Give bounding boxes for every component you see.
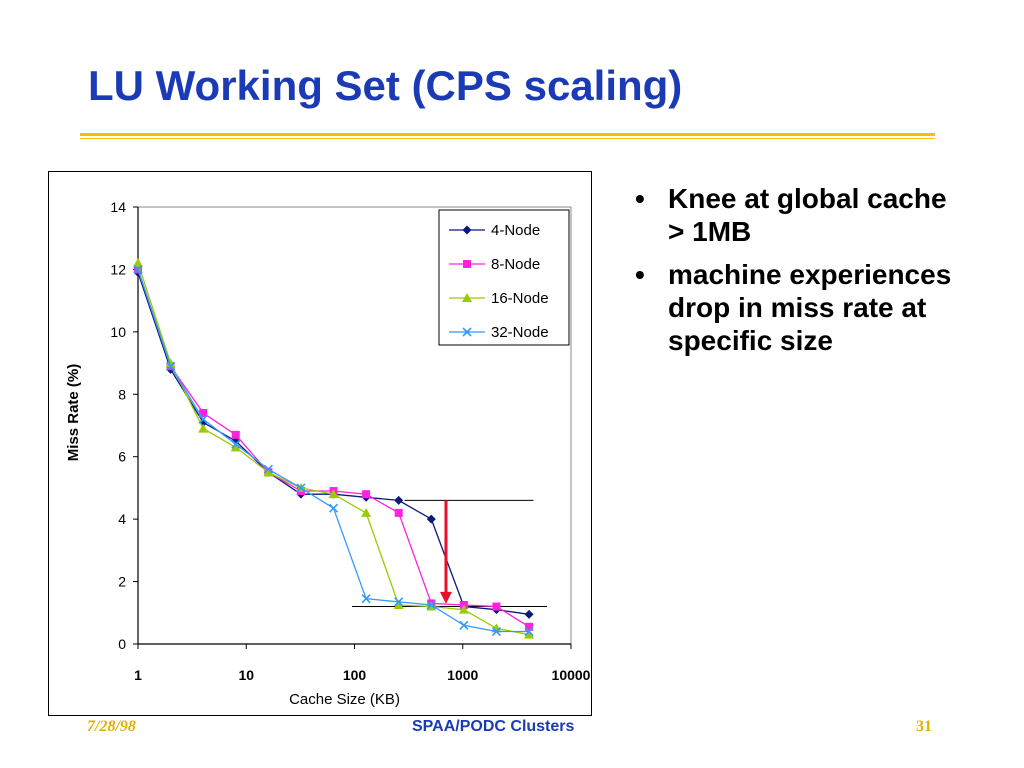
drop-arrow-head (439, 591, 452, 604)
data-point-16-node (198, 423, 209, 433)
data-point-32-node (263, 464, 273, 474)
x-tick-label: 1 (134, 667, 142, 683)
bullet-item-drop: • machine experiences drop in miss rate … (633, 258, 963, 357)
data-point-32-node (459, 620, 469, 630)
y-tick-label: 4 (118, 511, 126, 527)
data-point-8-node (525, 622, 534, 631)
data-point-16-node (328, 489, 339, 499)
data-point-8-node (394, 508, 403, 517)
data-point-8-node (231, 430, 240, 439)
data-point-32-node (296, 483, 306, 493)
data-point-32-node (394, 597, 404, 607)
legend-marker-32-node (462, 327, 472, 337)
footer-title: SPAA/PODC Clusters (412, 718, 575, 735)
legend-label-16-node: 16-Node (491, 290, 549, 307)
x-tick-label: 1000 (447, 667, 478, 683)
data-point-4-node (394, 495, 404, 505)
y-tick-label: 8 (118, 386, 126, 402)
data-point-16-node (393, 599, 404, 609)
legend-label-8-node: 8-Node (491, 256, 540, 273)
data-point-16-node (263, 467, 274, 477)
data-point-8-node (199, 409, 208, 418)
legend-box (438, 209, 570, 346)
y-tick-label: 6 (118, 449, 126, 465)
data-point-8-node (492, 602, 501, 611)
data-point-32-node (133, 264, 143, 274)
data-point-8-node (362, 490, 371, 499)
data-point-32-node (231, 439, 241, 449)
data-point-16-node (230, 442, 241, 452)
data-point-32-node (166, 361, 176, 371)
y-axis-label: Miss Rate (%) (65, 364, 82, 462)
y-tick-label: 0 (118, 636, 126, 652)
bullet-glyph: • (635, 259, 645, 290)
legend-marker-4-node (462, 225, 472, 235)
y-tick-label: 10 (110, 324, 126, 340)
legend-label-4-node: 4-Node (491, 222, 540, 239)
x-tick-label: 100 (343, 667, 367, 683)
legend-label-32-node: 32-Node (491, 324, 549, 341)
data-point-16-node (458, 604, 469, 614)
slide-title: LU Working Set (CPS scaling) (88, 62, 683, 109)
y-tick-label: 2 (118, 574, 126, 590)
data-point-4-node (524, 609, 534, 619)
data-point-16-node (361, 507, 372, 517)
data-point-32-node (328, 503, 339, 513)
chart-frame: 0 2 4 6 8 10 12 14 1 10 100 1000 10000 Cache Size (KB… (48, 171, 592, 716)
title-rule-thin (80, 138, 935, 139)
bullet-item-knee: • Knee at global cache > 1MB (633, 182, 963, 248)
data-point-32-node (491, 626, 502, 637)
footer-date: 7/28/98 (87, 718, 136, 735)
legend-marker-16-node (462, 293, 472, 302)
title-rule (80, 133, 935, 136)
y-tick-label: 12 (110, 261, 126, 277)
bullet-text: machine experiences drop in miss rate at… (668, 259, 952, 356)
legend-marker-8-node (463, 260, 471, 268)
bullet-glyph: • (635, 183, 645, 214)
x-tick-label: 10 (238, 667, 254, 683)
data-point-32-node (426, 600, 436, 610)
bullet-text: Knee at global cache > 1MB (668, 183, 947, 247)
data-point-32-node (524, 626, 534, 637)
miss-rate-chart: 0 2 4 6 8 10 12 14 1 10 100 1000 10000 Cache Size (KB… (65, 199, 591, 708)
bullet-list: • Knee at global cache > 1MB • machine e… (633, 182, 963, 367)
x-axis-label: Cache Size (KB) (289, 691, 400, 708)
y-tick-label: 14 (110, 199, 126, 215)
x-tick-label: 10000 (552, 667, 591, 683)
data-point-4-node (426, 514, 436, 524)
data-point-16-node (133, 258, 143, 268)
data-point-16-node (524, 629, 535, 639)
data-point-32-node (198, 414, 208, 424)
data-point-32-node (361, 594, 371, 604)
page-number: 31 (916, 718, 932, 735)
